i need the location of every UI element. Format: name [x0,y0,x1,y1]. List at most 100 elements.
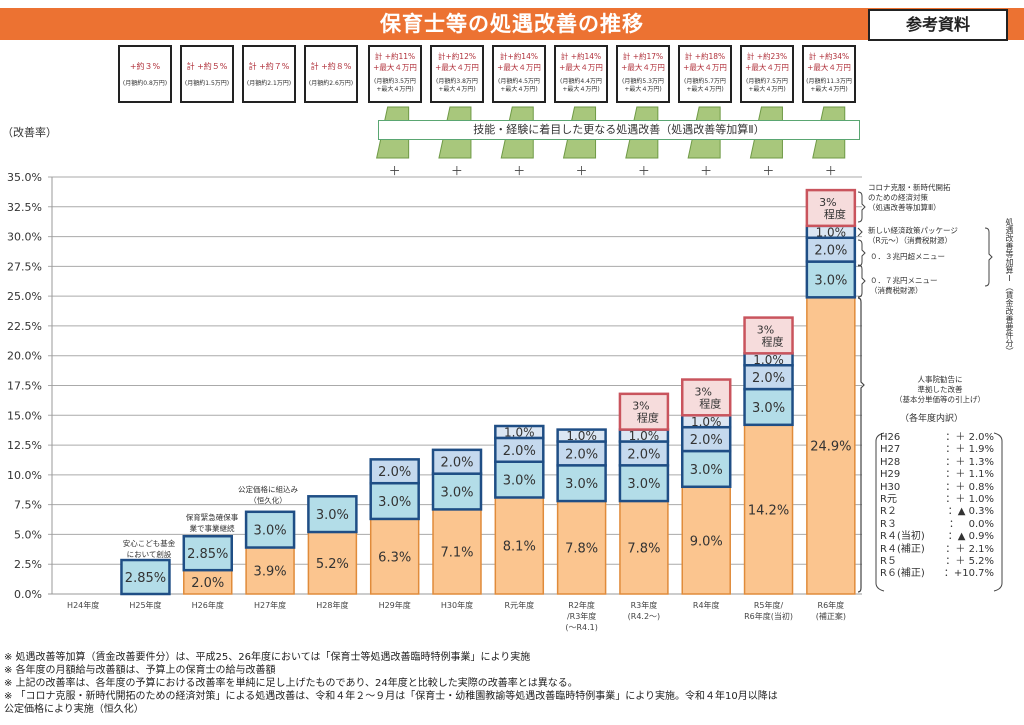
rate-box-main: +約３% [129,62,161,71]
bar-value-label: 6.3% [378,550,411,565]
rate-box-main: 計+約14% +最大４万円 [497,52,541,72]
rate-box-main: 計 +約23% +最大４万円 [745,52,789,72]
bar-value-label: 7.1% [440,546,473,561]
annotation-h25: 安心こども基金 において創設 [122,539,176,559]
bar-value-label: 3.0% [565,477,598,492]
breakdown-value: ：＋ 0.8% [945,481,994,493]
bar-segment [494,496,545,595]
x-tick-label: H25年度 [129,600,161,610]
rate-box-sub: (月額約0.8万円) [122,80,168,87]
x-tick-label: R2年度 [568,600,595,610]
bar-segment [806,296,856,595]
footnote: ※ 各年度の月額給与改善額は、予算上の保育士の給与改善額 [4,665,276,676]
breakdown-row: H30 ：＋ 0.8% [872,482,1000,494]
annotation-corona: コロナ克服・新時代開拓 のための経済対策 （処遇改善等加算Ⅲ） [868,183,951,212]
plus-icon: ＋ [450,164,463,178]
breakdown-row: R４(補正) ：＋ 2.1% [872,544,1000,556]
y-tick-label: 2.5% [14,558,42,571]
bar-value-label: 1.0% [504,426,535,440]
bar-value-label: 2.0% [191,576,224,591]
rate-box-main: 計 +約14% +最大４万円 [559,52,603,72]
breakdown-value: ：＋ 1.3% [945,456,994,468]
bar-value-label: 2.0% [814,244,847,259]
rate-box-sub: (月額約11.3万円 +最大４万円) [806,78,852,93]
annotation-menu-07: ０．７兆円メニュー （消費税財源） [870,276,938,295]
x-tick-label: H28年度 [316,600,348,610]
x-tick-label: R5年度/ [754,600,784,610]
rate-box-sub: (月額約7.5万円 +最大４万円) [746,78,788,93]
bar-segment [307,495,358,534]
breakdown-year: R３ [880,518,897,530]
bar-value-label: 3.0% [752,401,785,416]
breakdown-year: R５ [880,555,897,567]
rate-box: 計 +約11% +最大４万円 (月額約3.5万円 +最大４万円) [368,45,422,103]
x-tick-label: H27年度 [254,600,286,610]
breakdown-row: R３ ： 0.0% [872,519,1000,531]
breakdown-value: ： 0.0% [949,518,994,530]
bar-segment [743,316,794,355]
bar-value-label: 程度 [824,207,846,221]
bar-segment [556,464,607,503]
rate-box-main: 計 +約８% [310,62,352,71]
rate-box-sub: (月額約1.5万円) [184,80,230,87]
bar-value-label: 3.0% [814,273,847,288]
breakdown-year: H28 [880,456,901,468]
breakdown-row: H26 ：＋ 2.0% [872,432,1000,444]
bar-value-label: 3.0% [440,485,473,500]
bar-value-label: 1.0% [629,429,660,443]
x-tick-label: H30年度 [441,600,473,610]
bar-value-label: 1.0% [691,415,722,429]
bar-value-label: 1.0% [816,225,847,239]
plus-icon: ＋ [575,164,588,178]
breakdown-row: R６(補正) ：+10.7% [872,568,1000,580]
breakdown-year: H26 [880,432,901,443]
breakdown-year: H30 [880,481,901,493]
breakdown-title: （各年度内訳） [900,414,964,424]
bar-segment [369,458,420,485]
annotation-menu-03: ０．３兆円超メニュー [870,252,945,261]
breakdown-year: H29 [880,469,901,481]
bar-segment [494,460,545,499]
bar-value-label: 3.0% [316,508,349,523]
bar-value-label: 3.0% [378,495,411,510]
rate-box-sub: (月額約5.3万円 +最大４万円) [622,78,664,93]
x-tick-label: H29年度 [379,600,411,610]
breakdown-value: ：▲ 0.3% [947,506,994,518]
bar-value-label: 5.2% [316,557,349,572]
rate-box: 計 +約18% +最大４万円 (月額約5.7万円 +最大４万円) [678,45,732,103]
plus-icon: ＋ [637,164,650,178]
breakdown-value: ：+10.7% [943,568,994,580]
plus-icon: ＋ [513,164,526,178]
bar-value-label: 3.0% [627,477,660,492]
breakdown-row: H27 ：＋ 1.9% [872,444,1000,456]
bar-value-label: 7.8% [627,541,660,556]
bar-segment [182,534,234,572]
plus-icon: ＋ [388,164,401,178]
annotation-jinjiin: 人事院勧告に 準拠した改善 （基本分単価等の引上げ） [895,375,985,404]
bar-value-label: 2.85% [187,547,228,562]
breakdown-value: ：＋ 2.0% [945,432,994,443]
x-tick-label: H26年度 [192,600,224,610]
bar-segment [244,510,296,549]
breakdown-value: ：＋ 5.2% [945,555,994,567]
x-tick-label: R6年度 [818,600,845,610]
bar-value-label: 2.0% [378,465,411,480]
rate-box-sub: (月額約2.6万円) [308,80,354,87]
rate-box-sub: (月額約3.8万円 +最大４万円) [436,78,478,93]
rate-box-sub: (月額約4.5万円 +最大４万円) [498,78,540,93]
chart: 0.0% 2.5% 5.0% 7.5% 10.0% 12.5% 15.0% 17.5% 20.0… [7,171,862,632]
bar-segment [556,500,607,595]
bar-value-label: 3.0% [503,474,536,489]
breakdown-row: R２ ：▲ 0.3% [872,506,1000,518]
rate-box-main: 計+約12% +最大４万円 [435,52,479,72]
bar-value-label: 1.0% [753,353,784,367]
y-tick-label: 27.5% [7,260,42,273]
bar-segment [432,508,482,595]
breakdown-year: R４(補正) [880,543,925,555]
breakdown-value: ：＋ 1.1% [945,469,994,481]
bar-value-label: 2.0% [440,456,473,471]
breakdown-row: H29 ：＋ 1.1% [872,469,1000,481]
rate-box-sub: (月額約5.7万円 +最大４万円) [684,78,726,93]
x-tick-label: (R4.2～) [628,612,661,621]
bar-value-label: 8.1% [503,540,536,555]
